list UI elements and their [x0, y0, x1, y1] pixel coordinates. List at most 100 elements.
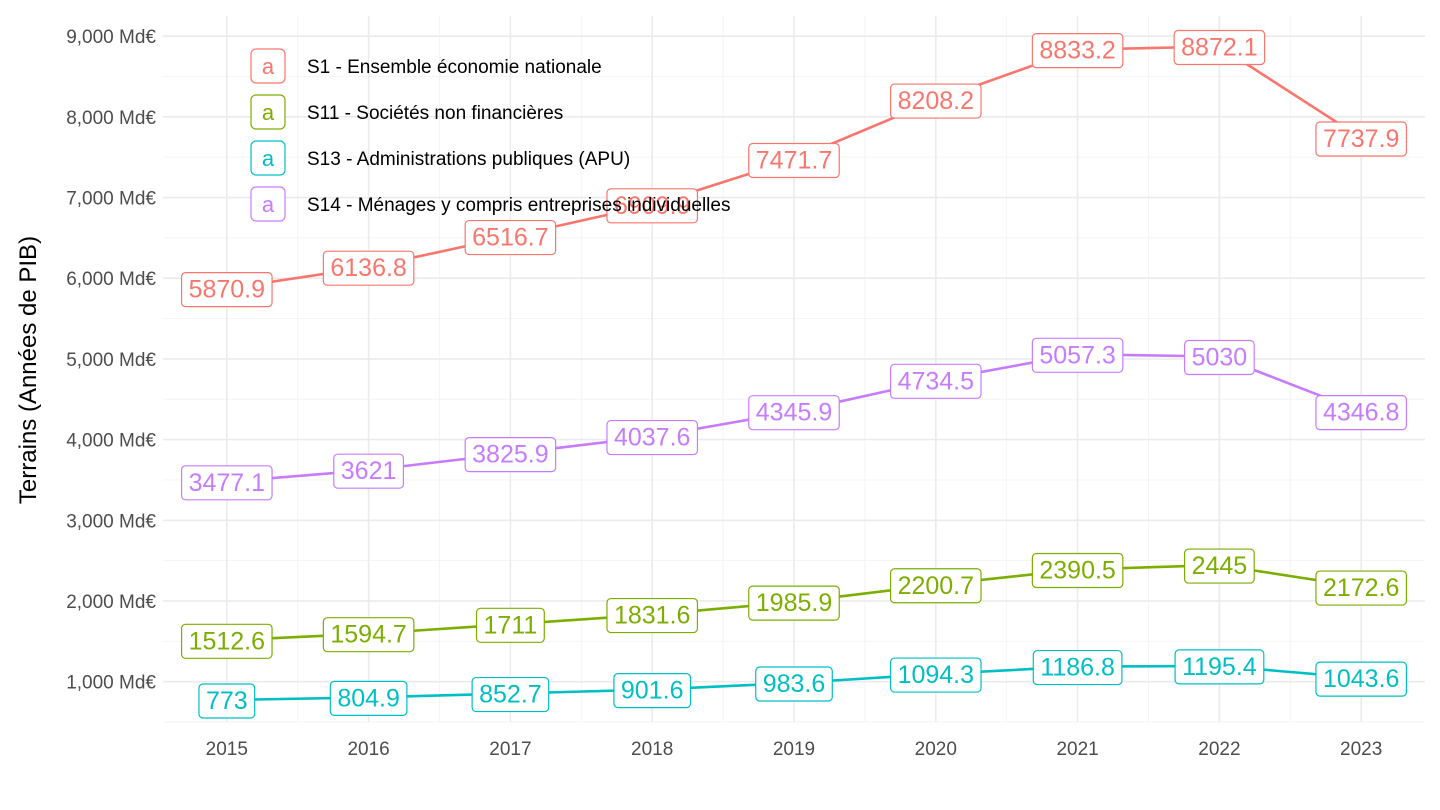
data-label-text: 1831.6	[614, 602, 690, 630]
data-label-text: 983.6	[763, 670, 826, 698]
data-label-text: 8208.2	[898, 87, 974, 115]
data-label-text: 4346.8	[1323, 399, 1399, 427]
data-label: 1831.6	[606, 597, 699, 634]
data-label-text: 773	[206, 687, 248, 715]
data-label: 1094.3	[889, 657, 982, 693]
data-label-text: 3621	[341, 457, 397, 485]
data-label: 7471.7	[748, 142, 840, 179]
data-label-text: 5870.9	[189, 276, 265, 304]
data-label-text: 3477.1	[189, 469, 265, 497]
legend-key	[250, 48, 286, 84]
data-label: 5870.9	[180, 272, 273, 308]
data-label-text: 804.9	[337, 684, 400, 712]
data-label: 6516.7	[464, 219, 557, 256]
legend-label: S13 - Administrations publiques (APU)	[307, 149, 630, 170]
data-label: 7737.9	[1315, 121, 1408, 157]
data-label-text: 5057.3	[1039, 341, 1115, 369]
y-tick-label: 1,000 Md€	[66, 673, 156, 694]
data-label: 4346.8	[1315, 395, 1408, 431]
data-label: 3825.9	[464, 437, 557, 473]
y-axis-tick-labels: 1,000 Md€ 2,000 Md€ 3,000 Md€ 4,000 Md€ 5,00…	[66, 27, 156, 693]
y-tick-label: 6,000 Md€	[66, 269, 156, 290]
legend-item-s13: a S13 - Administrations publiques (APU)	[250, 140, 630, 176]
data-label: 4345.9	[748, 395, 840, 431]
data-label-text: 7471.7	[756, 146, 832, 174]
data-labels: 5870.9 6136.8 6516.7 6909.9 7471.7 8208.2 8833…	[180, 29, 1408, 719]
data-label: 2172.6	[1315, 570, 1408, 606]
data-label-text: 2390.5	[1039, 556, 1115, 584]
data-label-text: 7737.9	[1323, 125, 1399, 153]
legend-label: S11 - Sociétés non financières	[307, 103, 563, 124]
data-label-text: 8833.2	[1039, 37, 1115, 65]
data-label: 1195.4	[1174, 649, 1265, 685]
y-tick-label: 5,000 Md€	[66, 350, 156, 371]
legend: a S1 - Ensemble économie nationale a S11 - …	[250, 48, 730, 222]
data-label-text: 1195.4	[1182, 653, 1257, 681]
legend-key-glyph: a	[262, 192, 275, 217]
y-tick-label: 9,000 Md€	[66, 27, 156, 48]
legend-key	[250, 94, 286, 130]
data-label-text: 1094.3	[898, 661, 974, 689]
data-label: 3477.1	[180, 465, 273, 501]
x-axis-tick-labels: 2015 2016 2017 2018 2019 2020 2021 2022 2023	[206, 739, 1383, 760]
data-label: 852.7	[471, 676, 550, 713]
data-label: 4037.6	[606, 419, 699, 456]
data-label: 1043.6	[1315, 661, 1408, 697]
x-tick-label: 2020	[915, 739, 957, 760]
data-label: 2445	[1183, 548, 1255, 584]
data-label: 6909.9	[606, 188, 699, 224]
data-label: 6136.8	[322, 250, 415, 286]
y-tick-label: 8,000 Md€	[66, 108, 156, 129]
data-label: 8833.2	[1031, 33, 1124, 69]
data-label-text: 901.6	[621, 677, 684, 705]
legend-key	[250, 140, 286, 176]
legend-key-glyph: a	[262, 146, 275, 171]
x-tick-label: 2022	[1198, 739, 1240, 760]
data-label: 1594.7	[322, 617, 415, 653]
data-label-text: 3825.9	[472, 441, 548, 469]
data-label: 5057.3	[1031, 337, 1124, 373]
legend-key-glyph: a	[262, 54, 275, 79]
data-label: 901.6	[613, 672, 692, 709]
data-label-text: 6909.9	[614, 192, 690, 220]
data-label: 4734.5	[889, 363, 982, 399]
x-tick-label: 2016	[347, 739, 389, 760]
data-label: 5030	[1183, 339, 1255, 376]
data-label-text: 1043.6	[1323, 665, 1399, 693]
legend-key	[250, 186, 286, 222]
y-tick-label: 3,000 Md€	[66, 511, 156, 532]
legend-key-glyph: a	[262, 100, 275, 125]
data-label: 8208.2	[889, 83, 982, 119]
x-tick-label: 2021	[1056, 739, 1098, 760]
data-label-text: 4734.5	[898, 367, 974, 395]
data-label-text: 6136.8	[330, 254, 406, 282]
data-label: 8872.1	[1173, 29, 1266, 66]
data-label: 773	[198, 683, 256, 719]
x-tick-label: 2015	[206, 739, 248, 760]
data-label-text: 2445	[1192, 552, 1248, 580]
y-tick-label: 4,000 Md€	[66, 431, 156, 452]
x-tick-label: 2019	[773, 739, 815, 760]
data-label-text: 6516.7	[472, 224, 548, 252]
data-label-text: 1711	[484, 611, 538, 639]
data-label: 1186.8	[1032, 649, 1123, 686]
y-tick-label: 7,000 Md€	[66, 189, 156, 210]
data-label: 1512.6	[180, 623, 273, 659]
legend-item-s1: a S1 - Ensemble économie nationale	[250, 48, 602, 84]
data-label-text: 1985.9	[756, 589, 832, 617]
data-label-text: 1186.8	[1040, 654, 1115, 682]
y-axis-title: Terrains (Années de PIB)	[15, 236, 42, 504]
data-label: 3621	[333, 453, 405, 489]
x-tick-label: 2018	[631, 739, 673, 760]
data-label: 804.9	[329, 680, 408, 716]
data-label: 1985.9	[748, 585, 840, 621]
data-label-text: 4037.6	[614, 424, 690, 452]
data-label-text: 5030	[1192, 343, 1248, 371]
legend-label: S1 - Ensemble économie nationale	[307, 57, 602, 78]
data-label: 2390.5	[1031, 552, 1124, 589]
data-label: 983.6	[755, 666, 833, 702]
data-label-text: 2200.7	[898, 572, 974, 600]
data-label-text: 1594.7	[330, 621, 406, 649]
legend-item-s14: a S14 - Ménages y compris entreprises ind…	[250, 186, 730, 222]
